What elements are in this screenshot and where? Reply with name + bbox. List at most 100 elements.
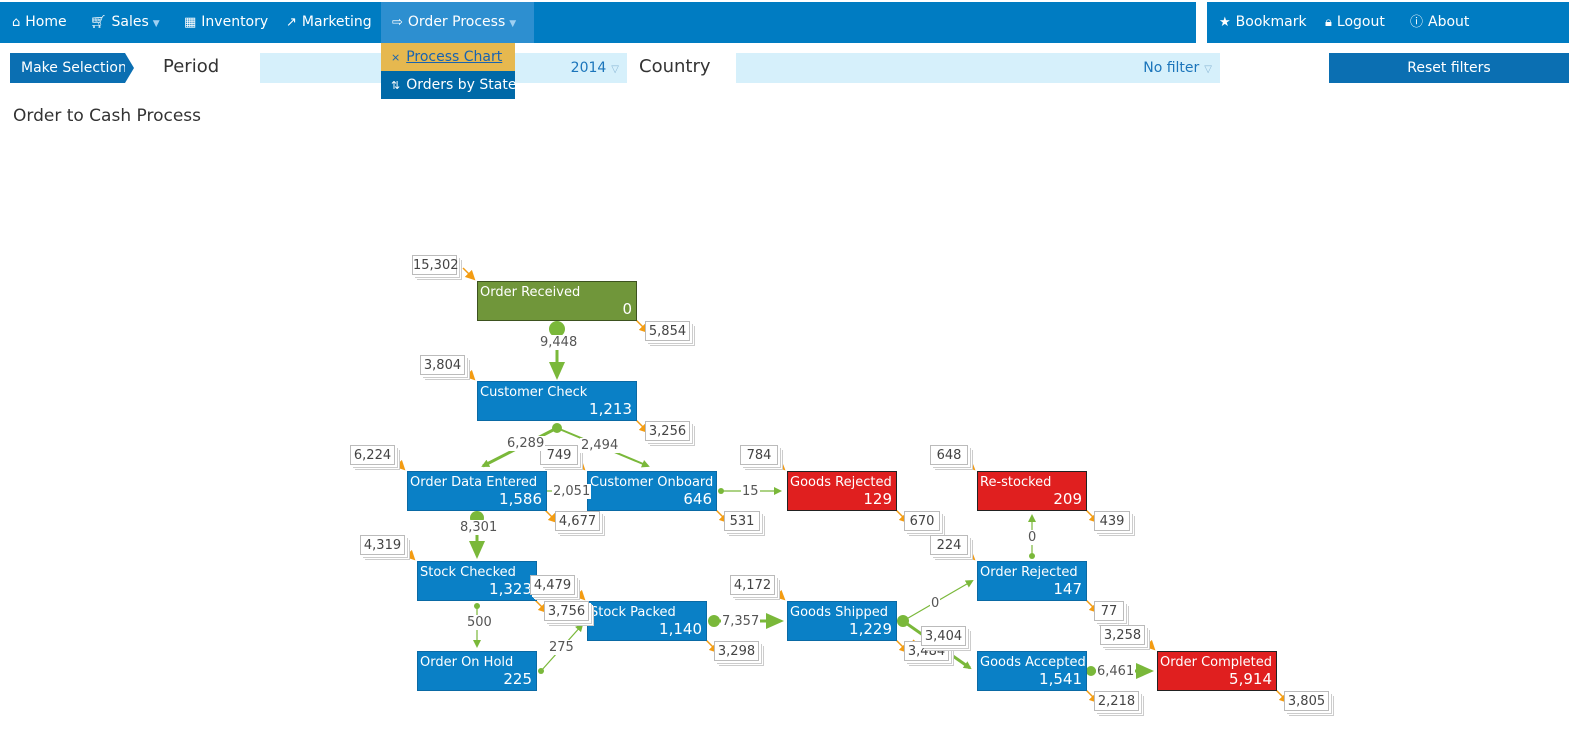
main-nav: ⌂ Home 🛒︎ Sales ▼ ▦ Inventory ↗ Marketing ⇨ Or… — [0, 2, 1196, 43]
node-count: 646 — [683, 490, 712, 508]
node-name: Goods Accepted — [980, 655, 1086, 670]
badge-customer-check-out: 3,256 — [645, 421, 690, 441]
badge-goods-rejected-in: 784 — [740, 445, 778, 465]
node-count: 1,586 — [499, 490, 542, 508]
flow-label-order-rejected-to-restocked: 0 — [1027, 530, 1038, 545]
flow-label-data-entered-to-onboard: 2,051 — [552, 484, 592, 499]
node-count: 5,914 — [1229, 670, 1272, 688]
badge-order-completed-out: 3,805 — [1284, 691, 1329, 711]
menu-item-process-chart-label: Process Chart — [406, 49, 503, 65]
node-goods-rejected[interactable]: Goods Rejected 129 — [787, 471, 897, 511]
badge-stock-checked-out: 3,756 — [544, 601, 589, 621]
badge-stock-packed-in: 4,479 — [530, 575, 575, 595]
badge-goods-rejected-out: 670 — [904, 511, 940, 531]
help-icon: ⓘ — [1410, 15, 1424, 30]
lock-icon: 🔒︎ — [1325, 15, 1332, 30]
right-nav: ★ Bookmark 🔒︎ Logout ⓘ About — [1207, 2, 1569, 43]
badge-stock-packed-out: 3,298 — [714, 641, 759, 661]
node-stock-checked[interactable]: Stock Checked 1,323 — [417, 561, 537, 601]
flow-label-data-entered-to-stock-checked: 8,301 — [459, 520, 499, 535]
node-customer-check[interactable]: Customer Check 1,213 — [477, 381, 637, 421]
nav-home-label: Home — [25, 14, 67, 30]
country-value: No filter — [1143, 60, 1200, 76]
node-order-rejected[interactable]: Order Rejected 147 — [977, 561, 1087, 601]
badge-order-data-entered-in: 6,224 — [350, 445, 395, 465]
node-count: 1,323 — [489, 580, 532, 598]
badge-goods-accepted-in: 3,404 — [921, 626, 966, 646]
make-selection-label: Make Selection — [21, 60, 127, 76]
nav-order-process[interactable]: ⇨ Order Process ▼ — [381, 2, 534, 43]
node-name: Order On Hold — [420, 655, 514, 670]
menu-item-orders-by-state-label: Orders by State — [406, 77, 517, 93]
node-name: Re-stocked — [980, 475, 1052, 490]
nav-about[interactable]: ⓘ About — [1410, 2, 1469, 43]
flow-label-shipped-to-order-rejected: 0 — [930, 596, 941, 611]
nav-logout-label: Logout — [1336, 14, 1385, 30]
badge-order-received-in: 15,302 — [412, 255, 459, 275]
sort-icon: ⇅ — [391, 79, 401, 92]
flow-label-check-to-onboard: 2,494 — [580, 438, 620, 453]
login-icon: ⇨ — [392, 15, 403, 30]
nav-sales[interactable]: 🛒︎ Sales ▼ — [90, 2, 160, 43]
reset-filters-button[interactable]: Reset filters — [1329, 53, 1569, 83]
flow-label-on-hold-to-stock-packed: 275 — [548, 640, 575, 655]
node-name: Order Received — [480, 285, 581, 300]
dropdown-triangle-icon: ▽ — [611, 64, 619, 75]
node-count: 1,541 — [1039, 670, 1082, 688]
period-value: 2014 — [570, 60, 607, 76]
badge-order-completed-in: 3,258 — [1100, 625, 1145, 645]
node-count: 1,229 — [849, 620, 892, 638]
badge-re-stocked-out: 439 — [1094, 511, 1130, 531]
node-stock-packed[interactable]: Stock Packed 1,140 — [587, 601, 707, 641]
node-count: 1,213 — [589, 400, 632, 418]
menu-item-orders-by-state[interactable]: ⇅ Orders by State — [381, 71, 517, 99]
nav-inventory[interactable]: ▦ Inventory — [184, 2, 268, 43]
node-name: Goods Rejected — [790, 475, 892, 490]
node-name: Customer Check — [480, 385, 588, 400]
make-selection-button[interactable]: Make Selection — [10, 53, 134, 83]
badge-goods-accepted-out: 2,218 — [1094, 691, 1139, 711]
node-goods-shipped[interactable]: Goods Shipped 1,229 — [787, 601, 897, 641]
node-order-received[interactable]: Order Received 0 — [477, 281, 637, 321]
node-customer-onboard[interactable]: Customer Onboard 646 — [587, 471, 717, 511]
flow-label-check-to-data-entered: 6,289 — [506, 436, 546, 451]
nav-bookmark[interactable]: ★ Bookmark — [1219, 2, 1307, 43]
chevron-down-icon: ▼ — [152, 19, 160, 29]
node-goods-accepted[interactable]: Goods Accepted 1,541 — [977, 651, 1087, 691]
nav-order-process-label: Order Process — [407, 14, 506, 30]
nav-bookmark-label: Bookmark — [1235, 14, 1307, 30]
home-icon: ⌂ — [12, 15, 21, 30]
node-name: Order Rejected — [980, 565, 1078, 580]
node-name: Stock Packed — [590, 605, 676, 620]
node-order-completed[interactable]: Order Completed 5,914 — [1157, 651, 1277, 691]
nav-sales-label: Sales — [111, 14, 149, 30]
flow-label-onboard-to-goods-rejected: 15 — [741, 484, 760, 499]
badge-stock-checked-in: 4,319 — [360, 535, 405, 555]
node-order-data-entered[interactable]: Order Data Entered 1,586 — [407, 471, 547, 511]
badge-goods-shipped-in: 4,172 — [730, 575, 775, 595]
nav-marketing[interactable]: ↗ Marketing — [286, 2, 372, 43]
badge-order-received-out: 5,854 — [645, 321, 690, 341]
badge-re-stocked-in: 648 — [930, 445, 968, 465]
node-name: Order Completed — [1160, 655, 1272, 670]
node-count: 147 — [1053, 580, 1082, 598]
trend-icon: ↗ — [286, 15, 297, 30]
node-re-stocked[interactable]: Re-stocked 209 — [977, 471, 1087, 511]
badge-order-data-entered-out: 4,677 — [555, 511, 600, 531]
node-name: Goods Shipped — [790, 605, 888, 620]
node-order-on-hold[interactable]: Order On Hold 225 — [417, 651, 537, 691]
grid-icon: ▦ — [184, 15, 197, 30]
nav-home[interactable]: ⌂ Home — [12, 2, 67, 43]
country-label: Country — [639, 56, 711, 77]
badge-order-rejected-out: 77 — [1094, 601, 1124, 621]
badge-customer-onboard-out: 531 — [724, 511, 760, 531]
chevron-down-icon: ▼ — [509, 19, 517, 29]
nav-logout[interactable]: 🔒︎ Logout — [1325, 2, 1385, 43]
page-title: Order to Cash Process — [13, 106, 201, 126]
node-count: 225 — [503, 670, 532, 688]
menu-item-process-chart[interactable]: ⨯ Process Chart — [381, 43, 515, 71]
country-select[interactable]: No filter ▽ — [736, 53, 1220, 83]
flow-label-stock-packed-to-goods-shipped: 7,357 — [721, 614, 761, 629]
node-name: Stock Checked — [420, 565, 516, 580]
